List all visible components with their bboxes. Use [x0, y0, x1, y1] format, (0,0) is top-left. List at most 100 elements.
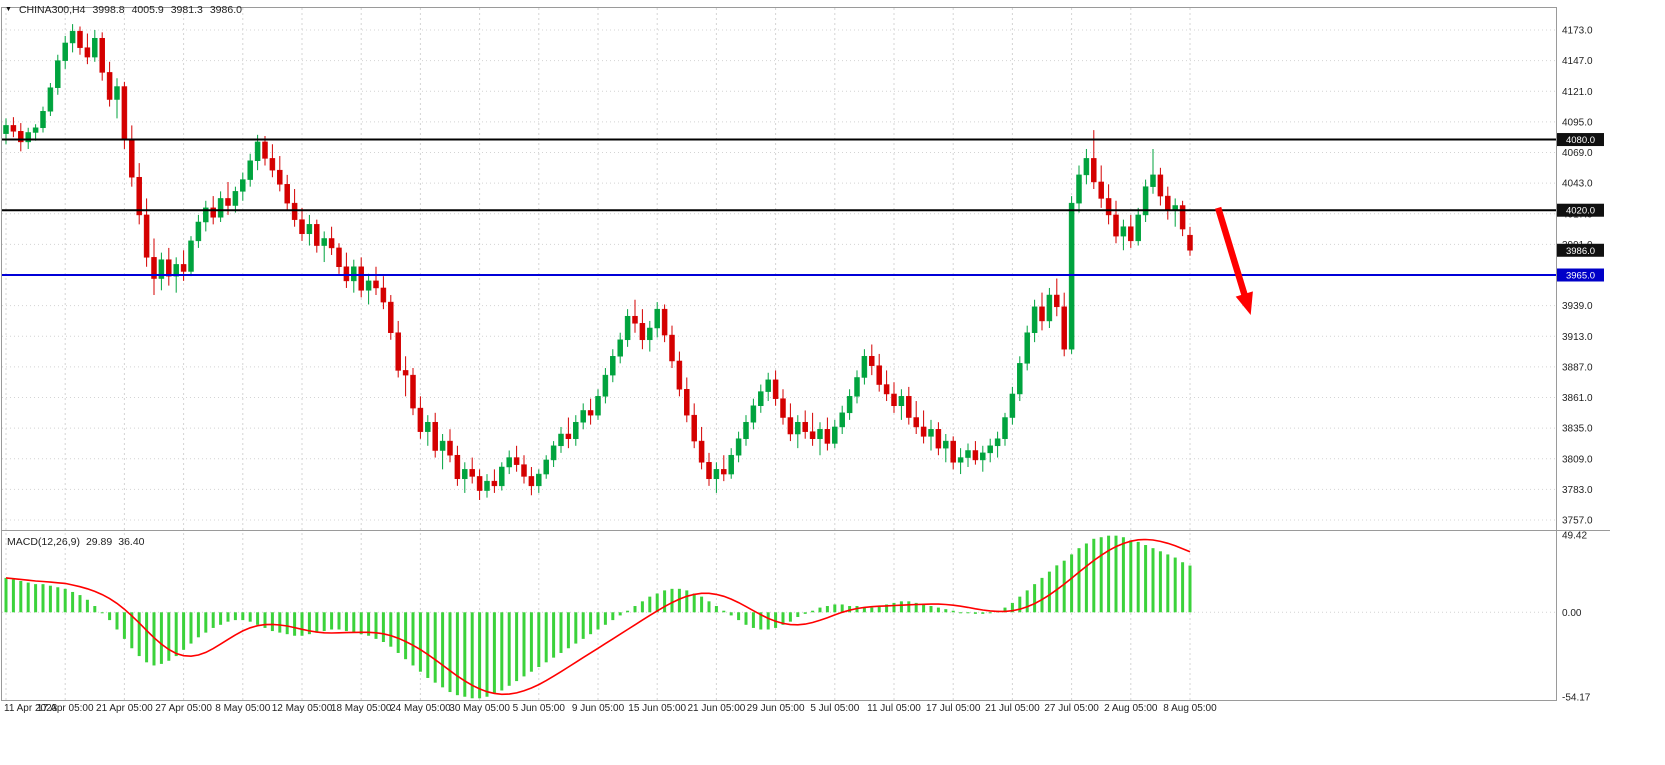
candle-body [676, 360, 683, 390]
macd-bar [11, 579, 15, 613]
candle-body [143, 214, 150, 258]
candle-body [980, 452, 986, 461]
time-tick-label: 17 Apr 05:00 [37, 703, 94, 714]
price-tick-label: 4095.0 [1562, 117, 1593, 128]
candle-body [669, 334, 675, 362]
macd-bar [93, 606, 97, 613]
macd-bar [973, 612, 977, 614]
candle-body [684, 389, 690, 416]
candle-body [491, 480, 498, 487]
ohlc-close-value: 3986.0 [209, 4, 242, 16]
time-tick-label: 21 Jul 05:00 [985, 703, 1040, 714]
macd-bar [448, 612, 452, 693]
macd-bar [1003, 607, 1007, 613]
macd-bar [344, 612, 348, 632]
candle-body [10, 125, 17, 132]
candle-body [1002, 417, 1008, 439]
candle-body [1105, 198, 1112, 216]
candle-body [1083, 158, 1090, 176]
candle-body [136, 176, 142, 216]
candle-body [380, 287, 387, 303]
candle-body [291, 202, 298, 220]
candle-body [77, 30, 83, 48]
macd-bar [145, 612, 149, 663]
macd-bar [700, 596, 704, 613]
price-tick-label: 3835.0 [1562, 424, 1593, 435]
price-tick-label: 3861.0 [1562, 393, 1593, 404]
candle-body [55, 60, 61, 88]
macd-bar [907, 601, 911, 613]
candles-layer[interactable] [3, 24, 1193, 500]
candle-body [432, 421, 438, 451]
candle-body [1091, 158, 1097, 183]
candle-body [40, 111, 46, 129]
candle-body [994, 438, 1001, 447]
macd-bar [966, 612, 970, 614]
macd-bar [211, 612, 215, 628]
level-lines-layer[interactable] [2, 138, 1556, 276]
macd-tick-label: -54.17 [1562, 693, 1591, 704]
candle-body [402, 370, 409, 376]
candle-body [388, 301, 394, 333]
ohlc-open-value: 3998.8 [92, 4, 125, 16]
candle-body [217, 198, 224, 218]
candle-body [513, 457, 520, 465]
candle-body [654, 308, 660, 329]
macd-bar [677, 588, 681, 613]
time-tick-label: 5 Jun 05:00 [513, 703, 566, 714]
macd-bar [115, 612, 119, 630]
trend-arrow[interactable] [1215, 206, 1253, 315]
candle-body [62, 42, 68, 61]
macd-main-value: 29.89 [85, 536, 113, 548]
candle-body [99, 37, 105, 73]
candle-body [1113, 214, 1119, 237]
candle-body [499, 466, 505, 487]
symbol-dropdown-icon[interactable]: ▼ [5, 6, 12, 13]
macd-bar [751, 612, 755, 628]
macd-bar [315, 612, 319, 633]
macd-bar [1114, 535, 1118, 613]
macd-bar [1107, 535, 1111, 613]
time-tick-label: 9 Jun 05:00 [572, 703, 625, 714]
macd-bar [707, 601, 711, 613]
macd-bar [337, 612, 341, 630]
candle-body [180, 264, 187, 272]
candle-body [965, 450, 971, 458]
level-price-badge-text: 3965.0 [1566, 271, 1595, 282]
macd-bar [374, 612, 378, 639]
candle-body [240, 179, 246, 192]
macd-bar [729, 612, 733, 616]
time-tick-label: 17 Jul 05:00 [926, 703, 981, 714]
macd-bar [41, 584, 45, 613]
macd-bar [803, 612, 807, 614]
candle-body [846, 396, 853, 414]
macd-bar [1158, 551, 1162, 613]
candle-body [25, 132, 31, 143]
macd-bar [714, 606, 718, 613]
macd-bar [492, 612, 496, 694]
macd-bar [581, 612, 585, 639]
candle-body [1031, 306, 1038, 333]
candle-body [365, 280, 372, 291]
macd-bar [522, 612, 526, 677]
macd-bar [48, 585, 52, 613]
macd-bar [574, 612, 578, 644]
candle-body [476, 476, 483, 491]
macd-bar [596, 612, 600, 630]
macd-bar [478, 612, 482, 699]
candle-body [876, 365, 882, 385]
candle-body [906, 396, 912, 418]
candle-body [232, 191, 239, 206]
candle-body [351, 266, 357, 282]
macd-bar [648, 596, 652, 613]
grid-layer [2, 8, 1556, 700]
macd-bar [1173, 557, 1177, 613]
macd-bar [359, 612, 363, 635]
candle-body [743, 421, 749, 439]
time-tick-label: 2 Aug 05:00 [1104, 703, 1158, 714]
candle-body [610, 356, 616, 376]
macd-tick-label: 49.42 [1562, 531, 1587, 542]
candle-body [891, 393, 897, 406]
